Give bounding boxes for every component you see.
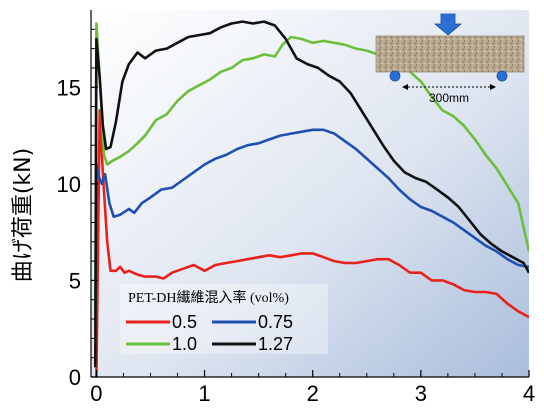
x-tick-label-3: 3 xyxy=(415,381,427,406)
span-label: 300mm xyxy=(429,91,469,105)
left-support-icon xyxy=(389,70,401,82)
right-support-icon xyxy=(496,70,508,82)
legend-title: PET-DH繊維混入率 (vol%) xyxy=(128,289,289,306)
series-line-1.27 xyxy=(94,20,529,368)
load-arrow-icon xyxy=(433,13,463,36)
series-layer xyxy=(94,20,529,377)
span-arrow-right-icon xyxy=(490,84,496,90)
y-tick-label-0: 0 xyxy=(69,365,81,390)
x-tick-label-4: 4 xyxy=(523,381,535,406)
legend-box xyxy=(120,284,328,354)
span-arrow-left-icon xyxy=(402,84,408,90)
x-tick-label-1: 1 xyxy=(198,381,210,406)
series-line-0.5 xyxy=(95,109,529,377)
y-tick-label-10: 10 xyxy=(57,172,81,197)
y-axis-label: 曲げ荷重(kN) xyxy=(11,148,36,282)
legend: PET-DH繊維混入率 (vol%) 0.5 0.75 1.0 1.27 xyxy=(120,284,328,354)
ticks: 0 1 2 3 4 0 5 10 15 xyxy=(57,28,535,406)
legend-label-0.75: 0.75 xyxy=(258,312,293,332)
beam-test-inset: 300mm xyxy=(375,13,525,105)
legend-label-1.0: 1.0 xyxy=(172,334,197,354)
axes xyxy=(90,10,529,378)
series-line-0.75 xyxy=(94,128,529,320)
y-tick-label-15: 15 xyxy=(57,75,81,100)
y-tick-label-5: 5 xyxy=(69,268,81,293)
concrete-beam-specimen xyxy=(375,35,525,73)
legend-label-0.5: 0.5 xyxy=(172,312,197,332)
legend-label-1.27: 1.27 xyxy=(258,334,293,354)
x-tick-label-0: 0 xyxy=(90,381,102,406)
x-tick-label-2: 2 xyxy=(307,381,319,406)
